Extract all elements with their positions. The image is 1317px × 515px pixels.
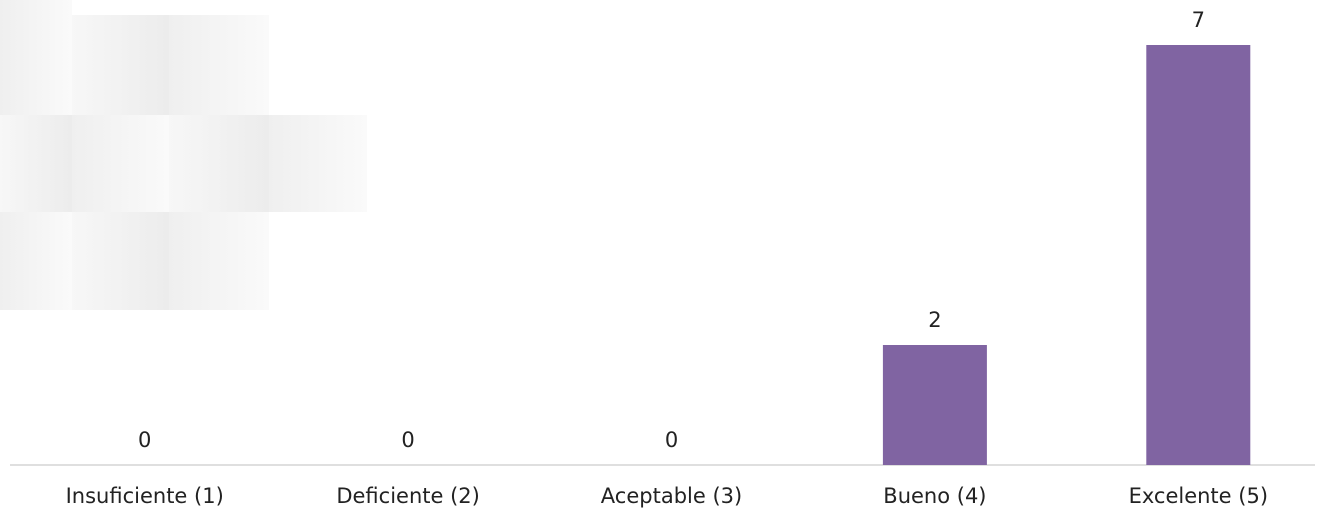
bar: [1146, 45, 1251, 465]
background-decoration: [0, 0, 367, 310]
data-label: 7: [1192, 8, 1205, 32]
x-tick-label: Bueno (4): [883, 484, 986, 508]
data-label: 0: [138, 428, 151, 452]
x-tick-label: Insuficiente (1): [66, 484, 224, 508]
data-label: 0: [665, 428, 678, 452]
data-label: 2: [928, 308, 941, 332]
x-tick-label: Deficiente (2): [336, 484, 480, 508]
x-tick-label: Aceptable (3): [601, 484, 742, 508]
x-tick-label: Excelente (5): [1129, 484, 1268, 508]
bar: [882, 345, 987, 465]
data-label: 0: [401, 428, 414, 452]
